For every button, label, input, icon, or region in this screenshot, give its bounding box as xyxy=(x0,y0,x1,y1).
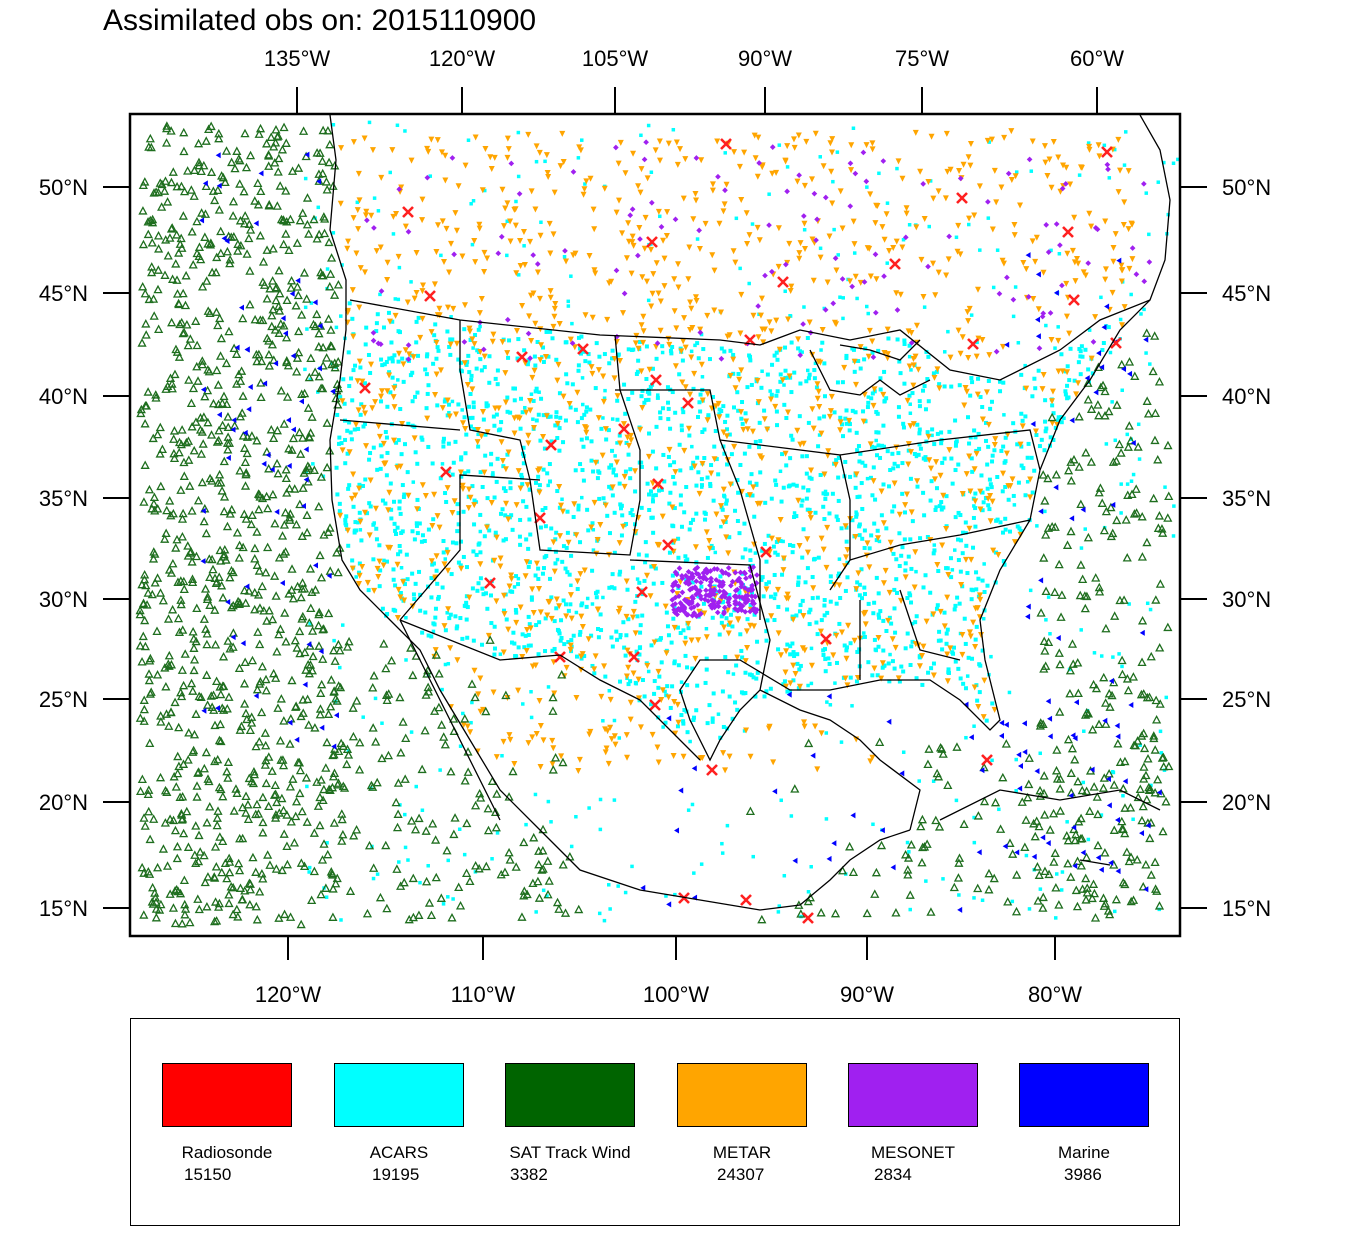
left-lat-label: 20°N xyxy=(39,790,88,815)
right-lat-label: 20°N xyxy=(1222,790,1271,815)
right-lat-label: 15°N xyxy=(1222,896,1271,921)
legend-acars: ACARS 19195 xyxy=(334,1063,464,1184)
legend-swatch-metar xyxy=(677,1063,807,1127)
legend-swatch-marine xyxy=(1019,1063,1149,1127)
map-outline xyxy=(939,789,1161,821)
sat-track-wind-points xyxy=(135,121,1174,929)
right-lat-label: 45°N xyxy=(1222,281,1271,306)
metar-points xyxy=(337,128,1136,774)
mesonet-points xyxy=(364,139,1153,619)
observation-map: 135°W 120°W 105°W 90°W 75°W 60°W 120°W 110°W 100… xyxy=(39,46,1271,1007)
left-lat-label: 40°N xyxy=(39,384,88,409)
map-outline xyxy=(339,419,461,431)
legend-metar: METAR 24307 xyxy=(677,1063,807,1184)
legend-label-acars: ACARS xyxy=(369,1143,429,1162)
top-lon-label: 120°W xyxy=(429,46,496,71)
right-lat-label: 40°N xyxy=(1222,384,1271,409)
bottom-lon-label: 90°W xyxy=(840,982,894,1007)
left-lat-label: 45°N xyxy=(39,281,88,306)
map-outline xyxy=(679,114,1171,831)
map-outline xyxy=(849,519,1031,561)
map-outline xyxy=(839,429,1041,471)
map-outline xyxy=(615,389,761,620)
map-title: Assimilated obs on: 2015110900 xyxy=(103,4,537,37)
right-lat-label: 25°N xyxy=(1222,687,1271,712)
legend-box: Radiosonde 15150 ACARS 19195 SAT Track W… xyxy=(130,1018,1180,1226)
legend-label-marine: Marine xyxy=(1058,1143,1110,1162)
map-outline xyxy=(719,439,851,591)
legend-swatch-mesonet xyxy=(848,1063,978,1127)
map-outline xyxy=(329,114,911,911)
map-outline xyxy=(629,559,771,691)
bottom-lon-label: 120°W xyxy=(255,982,322,1007)
map-frame xyxy=(128,112,1182,938)
top-lon-label: 75°W xyxy=(895,46,949,71)
map-outline xyxy=(809,349,931,396)
marine-points xyxy=(199,151,1162,913)
legend-label-sat-track-wind: SAT Track Wind xyxy=(509,1143,631,1162)
left-lat-label: 15°N xyxy=(39,896,88,921)
map-outline xyxy=(349,299,1151,381)
map-outline xyxy=(839,339,921,361)
legend-count-marine: 3986 xyxy=(1064,1165,1102,1184)
legend-swatch-radiosonde xyxy=(162,1063,292,1127)
legend-count-mesonet: 2834 xyxy=(874,1165,912,1184)
legend-mesonet: MESONET 2834 xyxy=(848,1063,978,1184)
legend-swatch-acars xyxy=(334,1063,464,1127)
top-lon-label: 90°W xyxy=(738,46,792,71)
acars-points xyxy=(303,120,1180,923)
map-outline xyxy=(1079,859,1111,866)
right-lat-label: 35°N xyxy=(1222,486,1271,511)
map-outline xyxy=(399,474,541,621)
legend-marine: Marine 3986 xyxy=(1019,1063,1149,1184)
left-lat-label: 50°N xyxy=(39,175,88,200)
legend-count-metar: 24307 xyxy=(717,1165,765,1184)
map-outline xyxy=(399,619,501,821)
radiosonde-points xyxy=(359,138,1122,924)
bottom-lon-label: 80°W xyxy=(1028,982,1082,1007)
bottom-lon-label: 100°W xyxy=(643,982,710,1007)
map-outline xyxy=(459,320,641,556)
legend-radiosonde: Radiosonde 15150 xyxy=(162,1063,292,1184)
right-lat-label: 30°N xyxy=(1222,587,1271,612)
legend-count-sat-track-wind: 3382 xyxy=(510,1165,548,1184)
map-outline xyxy=(399,619,701,761)
legend-label-mesonet: MESONET xyxy=(870,1143,956,1162)
top-lon-label: 60°W xyxy=(1070,46,1124,71)
left-lat-label: 35°N xyxy=(39,486,88,511)
legend-label-radiosonde: Radiosonde xyxy=(181,1143,273,1162)
legend-swatch-sat-track-wind xyxy=(505,1063,635,1127)
legend-label-metar: METAR xyxy=(712,1143,772,1162)
map-outline xyxy=(899,589,961,661)
right-lat-label: 50°N xyxy=(1222,175,1271,200)
left-lat-label: 25°N xyxy=(39,687,88,712)
top-lon-label: 105°W xyxy=(582,46,649,71)
legend-sat-track-wind: SAT Track Wind 3382 xyxy=(505,1063,635,1184)
bottom-lon-label: 110°W xyxy=(451,982,516,1007)
legend-count-radiosonde: 15150 xyxy=(184,1165,232,1184)
legend-count-acars: 19195 xyxy=(372,1165,420,1184)
left-lat-label: 30°N xyxy=(39,587,88,612)
top-lon-label: 135°W xyxy=(264,46,331,71)
